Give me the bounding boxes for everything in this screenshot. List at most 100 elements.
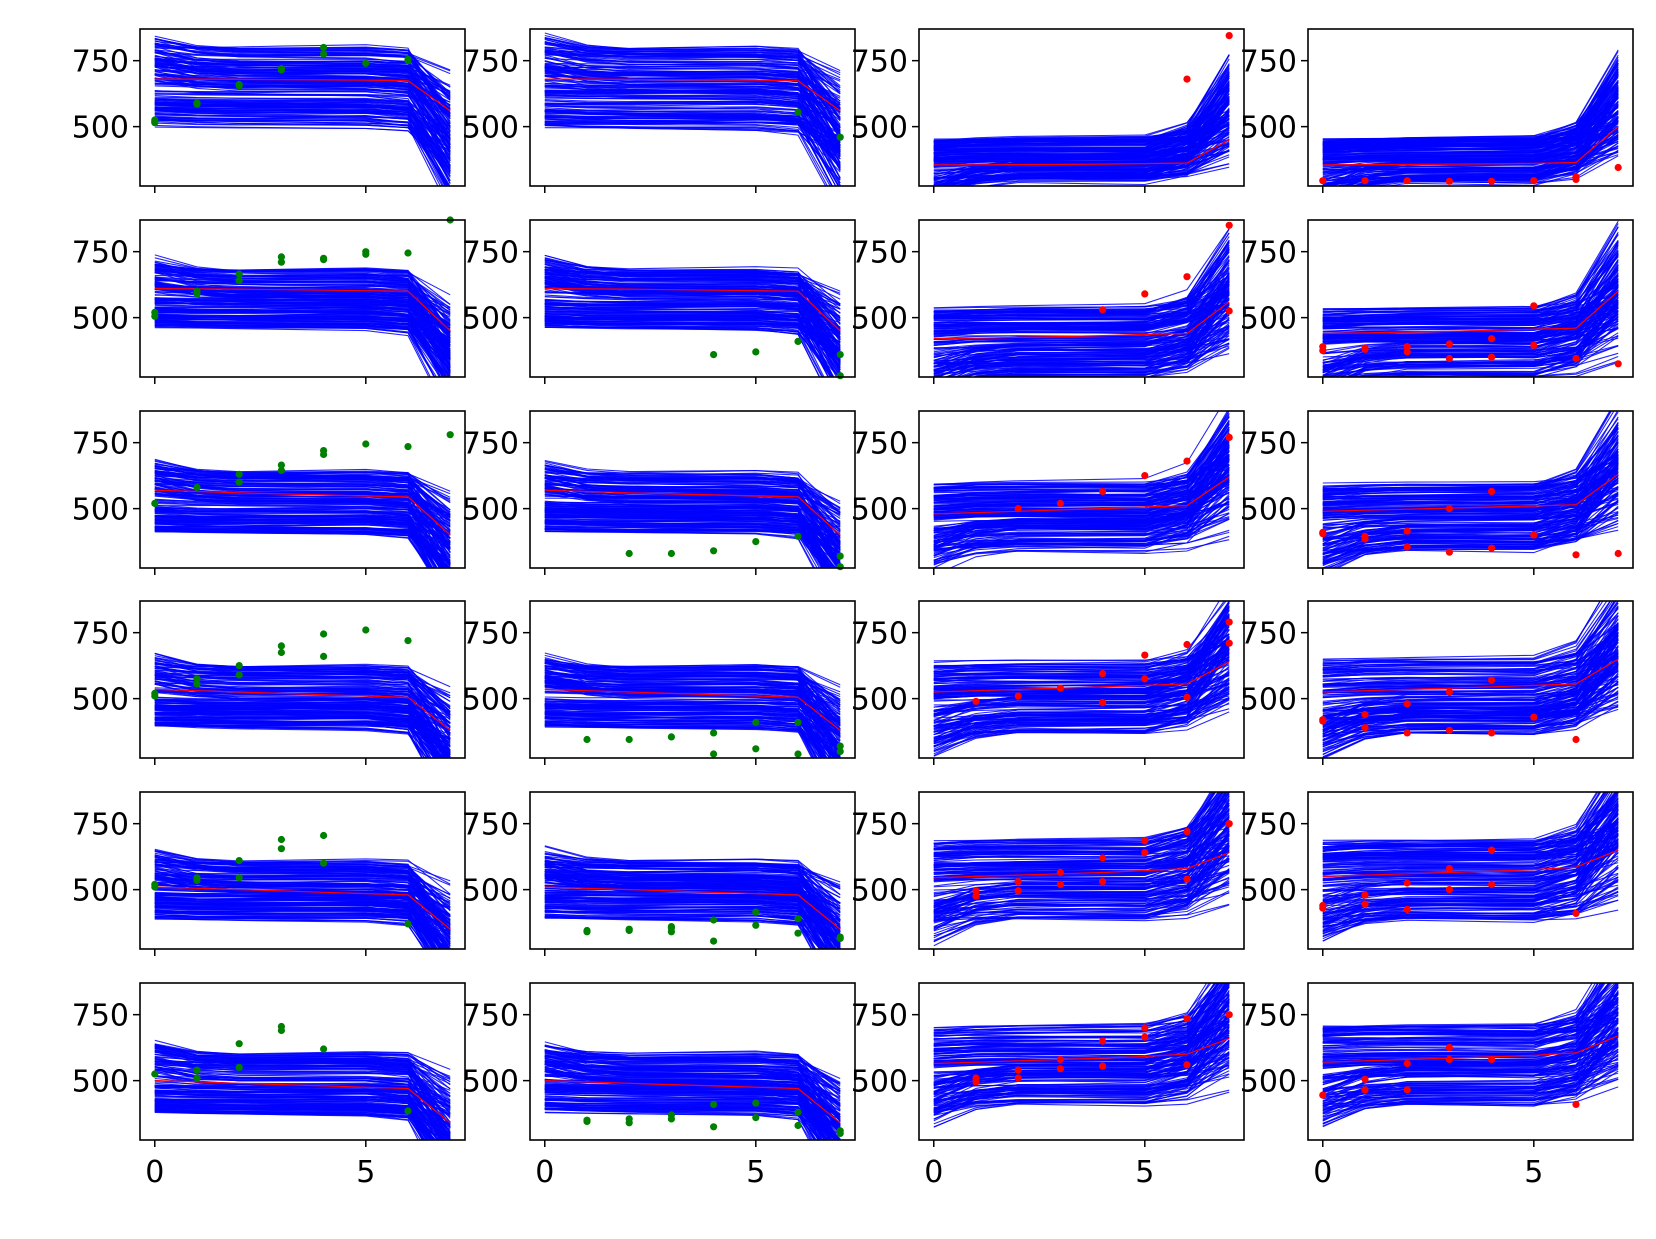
ensemble-line — [544, 118, 841, 166]
ensemble-line — [154, 124, 451, 169]
ensemble-line — [154, 301, 451, 377]
ensemble-line — [1322, 265, 1619, 333]
ensemble-line — [544, 259, 841, 307]
ensemble-traces — [154, 1039, 451, 1140]
plot-area — [1322, 220, 1619, 377]
plot-area — [933, 983, 1230, 1128]
ensemble-line — [1322, 629, 1619, 722]
plot-area — [1322, 411, 1619, 568]
observation-point — [1141, 837, 1149, 845]
ensemble-line — [544, 264, 841, 310]
observation-point — [1014, 878, 1022, 886]
ensemble-line — [933, 119, 1230, 146]
ensemble-line — [933, 828, 1230, 870]
ensemble-line — [154, 526, 429, 568]
ensemble-line — [544, 1064, 841, 1092]
ensemble-line — [544, 320, 841, 356]
ensemble-line — [154, 661, 451, 699]
ensemble-line — [933, 835, 1230, 908]
ensemble-line — [154, 899, 436, 949]
ensemble-line — [544, 37, 841, 102]
ensemble-line — [933, 644, 1230, 688]
observation-markers — [1319, 487, 1622, 559]
ensemble-line — [933, 297, 1230, 370]
observation-point — [1488, 177, 1496, 185]
observation-point — [794, 1121, 802, 1130]
axes-frame — [139, 982, 466, 1141]
ensemble-line — [1322, 655, 1619, 733]
ensemble-line — [544, 485, 841, 564]
observation-point — [277, 461, 285, 469]
y-tick-label: 750 — [72, 999, 129, 1034]
observation-point — [151, 116, 159, 124]
ensemble-line — [933, 228, 1230, 309]
ensemble-line — [154, 517, 451, 557]
ensemble-line — [154, 1107, 434, 1140]
plot-area — [154, 652, 451, 758]
observation-point — [235, 277, 243, 285]
ensemble-line — [933, 983, 1227, 1067]
observation-point — [320, 831, 328, 840]
ensemble-line — [544, 315, 830, 377]
ensemble-line — [933, 280, 1230, 328]
ensemble-line — [154, 260, 451, 327]
y-tick-label: 750 — [72, 808, 129, 843]
ensemble-line — [544, 319, 841, 343]
ensemble-line — [933, 289, 1230, 320]
ensemble-line — [154, 126, 451, 174]
ensemble-line — [154, 512, 451, 536]
ensemble-line — [1322, 477, 1619, 552]
observation-markers — [151, 1022, 412, 1115]
ensemble-line — [544, 1107, 816, 1140]
ensemble-line — [544, 49, 841, 120]
observation-point — [794, 1108, 802, 1116]
ensemble-line — [1322, 1035, 1619, 1111]
observation-point — [277, 835, 285, 844]
y-tick-label: 500 — [851, 1065, 908, 1100]
observation-point — [794, 750, 802, 758]
ensemble-line — [154, 912, 438, 949]
y-tick-label: 750 — [72, 617, 129, 652]
observation-point — [1403, 879, 1411, 887]
ensemble-line — [154, 487, 451, 564]
mean-line — [933, 301, 1230, 340]
ensemble-line — [154, 722, 429, 758]
ensemble-line — [154, 687, 451, 725]
ensemble-line — [933, 1000, 1230, 1085]
plot-area — [1322, 49, 1619, 186]
ensemble-line — [544, 124, 841, 181]
ensemble-line — [154, 1060, 451, 1115]
ensemble-line — [544, 54, 841, 146]
ensemble-line — [1322, 448, 1619, 555]
mean-line — [154, 1080, 451, 1124]
ensemble-line — [154, 1111, 422, 1140]
ensemble-line — [154, 863, 451, 905]
ensemble-line — [154, 101, 451, 167]
observation-point — [1445, 1044, 1453, 1052]
ensemble-line — [154, 1109, 419, 1140]
observation-point — [277, 845, 285, 853]
ensemble-line — [544, 720, 814, 758]
ensemble-line — [154, 724, 424, 758]
ensemble-line — [1322, 680, 1619, 698]
observation-point — [667, 549, 676, 558]
ensemble-line — [544, 717, 841, 742]
ensemble-line — [544, 915, 841, 948]
mean-line — [933, 661, 1230, 693]
ensemble-line — [544, 863, 841, 942]
ensemble-line — [933, 983, 1230, 1040]
ensemble-line — [933, 84, 1230, 160]
observation-point — [362, 440, 370, 448]
ensemble-line — [154, 307, 444, 377]
ensemble-line — [154, 1062, 451, 1109]
mean-line — [544, 288, 841, 332]
ensemble-line — [154, 43, 451, 111]
plot-area — [933, 54, 1230, 186]
observation-point — [710, 937, 718, 945]
ensemble-line — [154, 670, 451, 697]
x-tick-label: 0 — [535, 1155, 554, 1190]
observation-point — [1319, 716, 1327, 724]
ensemble-line — [1322, 819, 1619, 882]
ensemble-line — [1322, 601, 1608, 665]
